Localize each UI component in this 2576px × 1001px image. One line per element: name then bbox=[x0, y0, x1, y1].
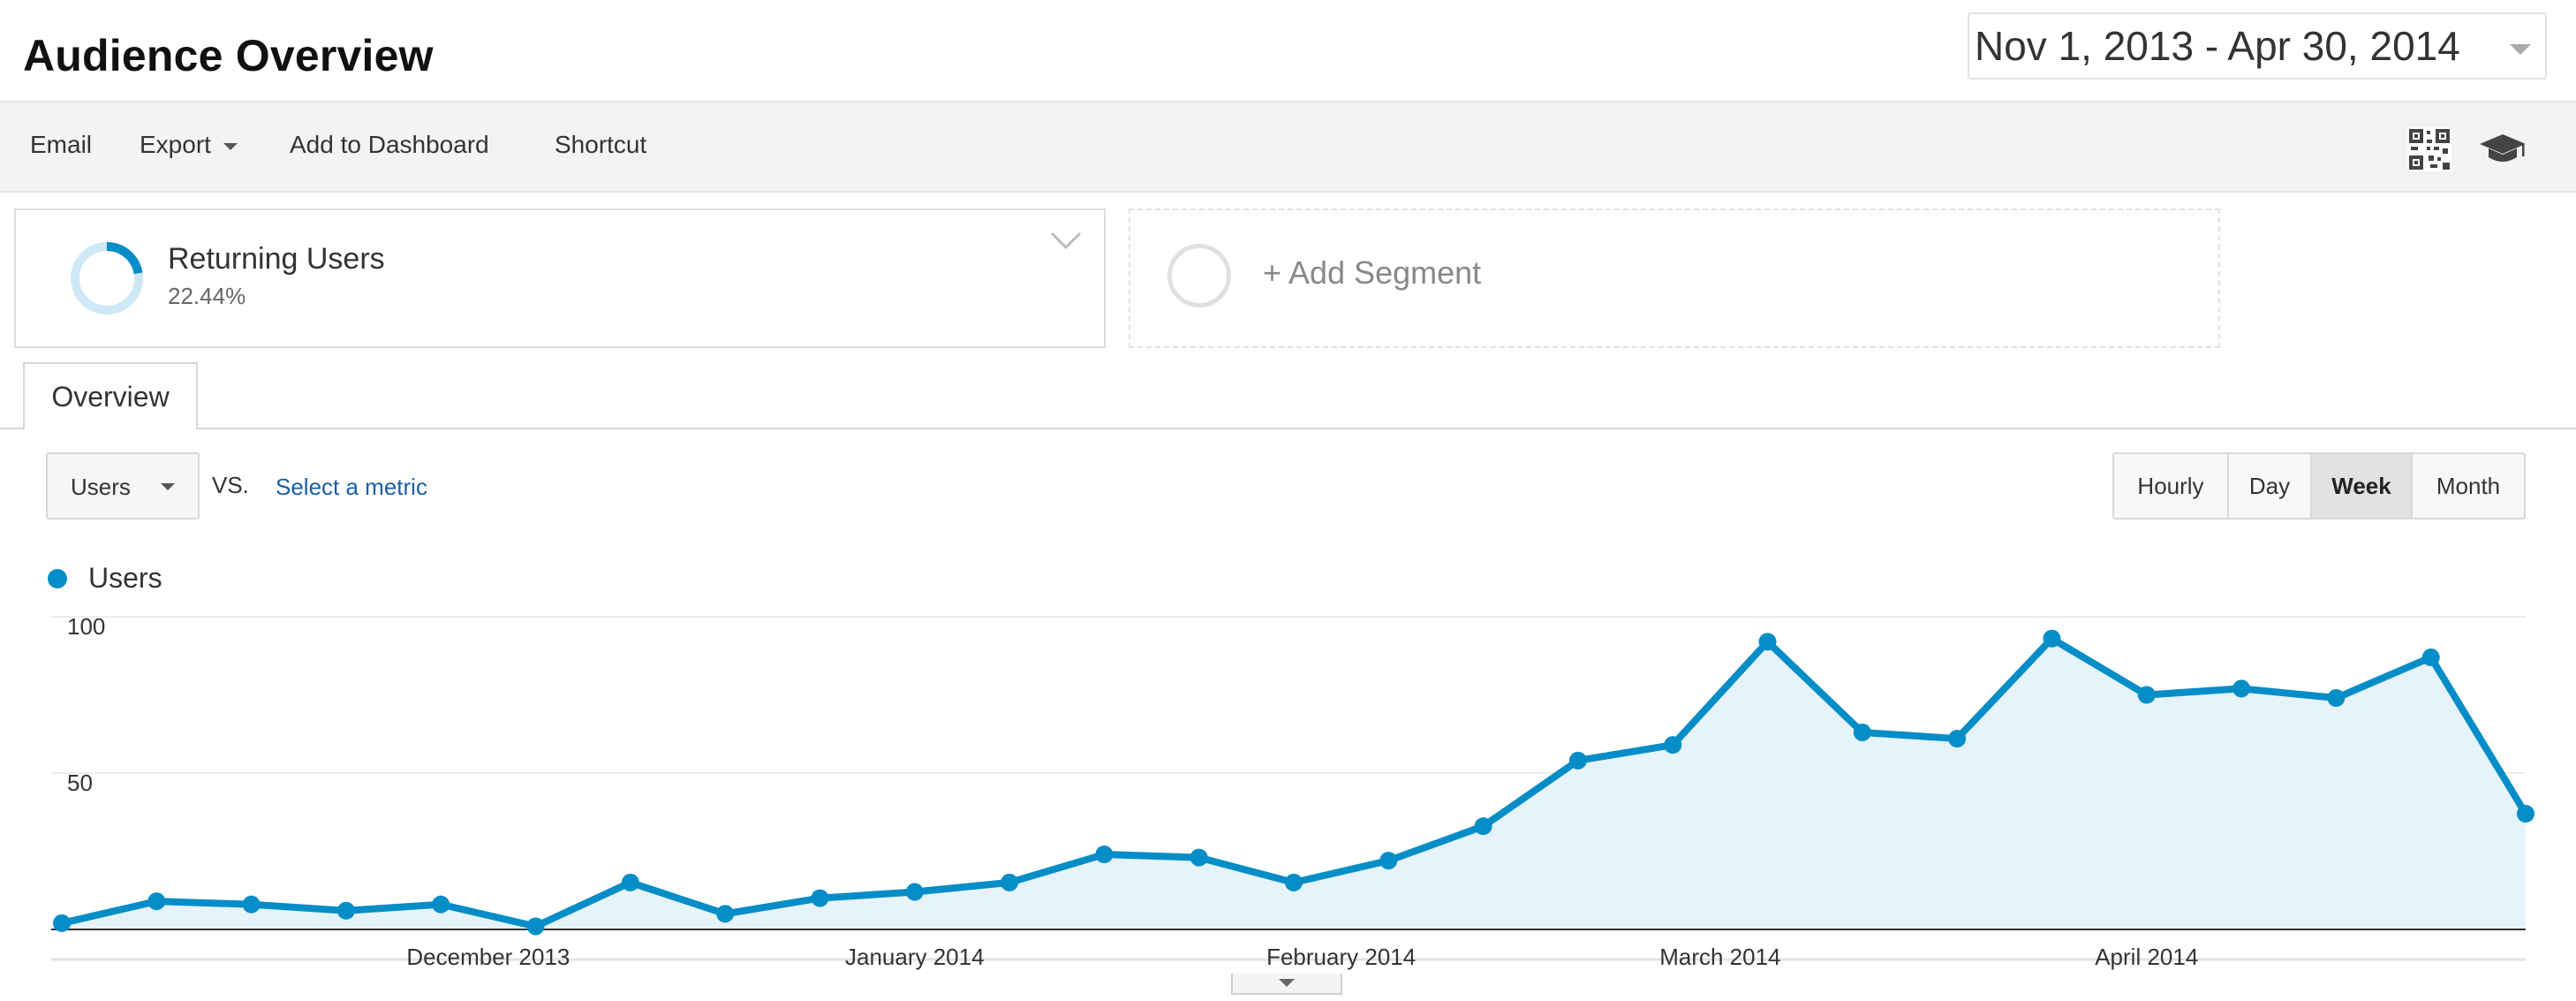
hourly-button[interactable]: Hourly bbox=[2114, 454, 2229, 518]
chevron-down-icon bbox=[223, 142, 238, 150]
chart-resize-handle[interactable] bbox=[1231, 974, 1342, 995]
data-point bbox=[53, 914, 71, 932]
segment-name: Returning Users bbox=[168, 242, 385, 276]
graduation-cap-icon[interactable] bbox=[2478, 133, 2527, 166]
tab-divider bbox=[0, 428, 2576, 429]
chevron-down-icon bbox=[2510, 44, 2531, 55]
data-point bbox=[1948, 730, 1967, 748]
data-point bbox=[2043, 629, 2061, 648]
data-point bbox=[147, 892, 166, 911]
data-point bbox=[2327, 689, 2346, 708]
data-point bbox=[2232, 679, 2251, 698]
tab-overview[interactable]: Overview bbox=[23, 362, 198, 429]
data-point bbox=[1001, 873, 1019, 891]
data-point bbox=[2137, 686, 2156, 704]
add-segment-label: + Add Segment bbox=[1263, 254, 1482, 291]
day-button[interactable]: Day bbox=[2229, 454, 2312, 518]
data-point bbox=[1285, 873, 1303, 891]
month-button[interactable]: Month bbox=[2436, 472, 2501, 499]
data-point bbox=[1758, 633, 1777, 651]
select-metric-link[interactable]: Select a metric bbox=[276, 474, 427, 500]
x-tick-label: January 2014 bbox=[845, 944, 985, 970]
report-toolbar: Email Export Add to Dashboard Shortcut bbox=[0, 101, 2576, 193]
series-area bbox=[62, 638, 2526, 929]
segment-card[interactable]: Returning Users 22.44% bbox=[14, 209, 1106, 348]
metric-select[interactable]: Users bbox=[46, 452, 200, 519]
week-button[interactable]: Week bbox=[2312, 454, 2413, 518]
data-point bbox=[1474, 817, 1492, 836]
page-title: Audience Overview bbox=[23, 31, 434, 80]
legend-label[interactable]: Users bbox=[88, 562, 162, 594]
data-point bbox=[716, 905, 735, 923]
donut-chart-icon bbox=[71, 242, 143, 315]
data-point bbox=[526, 917, 545, 936]
chevron-down-icon[interactable] bbox=[1049, 230, 1083, 251]
data-point bbox=[1095, 846, 1114, 864]
add-segment-button[interactable]: + Add Segment bbox=[1129, 209, 2220, 348]
data-point bbox=[1190, 848, 1208, 867]
data-point bbox=[1664, 736, 1682, 755]
export-menu[interactable]: Export bbox=[140, 131, 238, 159]
data-point bbox=[1853, 723, 1871, 741]
metric-select-label: Users bbox=[71, 474, 131, 500]
date-range-picker[interactable]: Nov 1, 2013 - Apr 30, 2014 bbox=[1968, 12, 2547, 80]
time-granularity-group: Hourly Day Week Month bbox=[2112, 452, 2526, 519]
date-range-label: Nov 1, 2013 - Apr 30, 2014 bbox=[1975, 23, 2460, 69]
data-point bbox=[336, 901, 355, 920]
add-to-dashboard-button[interactable]: Add to Dashboard bbox=[290, 131, 489, 158]
data-point bbox=[1568, 751, 1587, 770]
data-point bbox=[432, 895, 450, 914]
y-tick-label: 100 bbox=[67, 613, 105, 640]
x-tick-label: April 2014 bbox=[2095, 944, 2198, 970]
qr-code-icon[interactable] bbox=[2407, 127, 2451, 171]
chevron-down-icon bbox=[1279, 979, 1295, 987]
data-point bbox=[1379, 852, 1398, 870]
data-point bbox=[905, 883, 924, 901]
segment-percent: 22.44% bbox=[168, 283, 246, 309]
vs-label: VS. bbox=[212, 472, 249, 498]
email-button[interactable]: Email bbox=[30, 131, 93, 158]
shortcut-button[interactable]: Shortcut bbox=[555, 131, 647, 158]
y-tick-label: 50 bbox=[67, 770, 93, 796]
x-tick-label: December 2013 bbox=[406, 944, 570, 970]
data-point bbox=[2421, 648, 2440, 667]
export-label: Export bbox=[140, 131, 211, 158]
chevron-down-icon bbox=[161, 483, 175, 490]
legend-marker bbox=[48, 569, 67, 588]
segment-placeholder-circle bbox=[1167, 244, 1231, 307]
x-tick-label: March 2014 bbox=[1659, 944, 1780, 970]
users-chart: 50 100 December 2013 January 2014 February 2… bbox=[51, 613, 2534, 970]
data-point bbox=[621, 873, 639, 891]
x-tick-label: February 2014 bbox=[1266, 944, 1416, 970]
data-point bbox=[2517, 805, 2534, 823]
data-point bbox=[811, 889, 829, 907]
data-point bbox=[242, 895, 261, 914]
